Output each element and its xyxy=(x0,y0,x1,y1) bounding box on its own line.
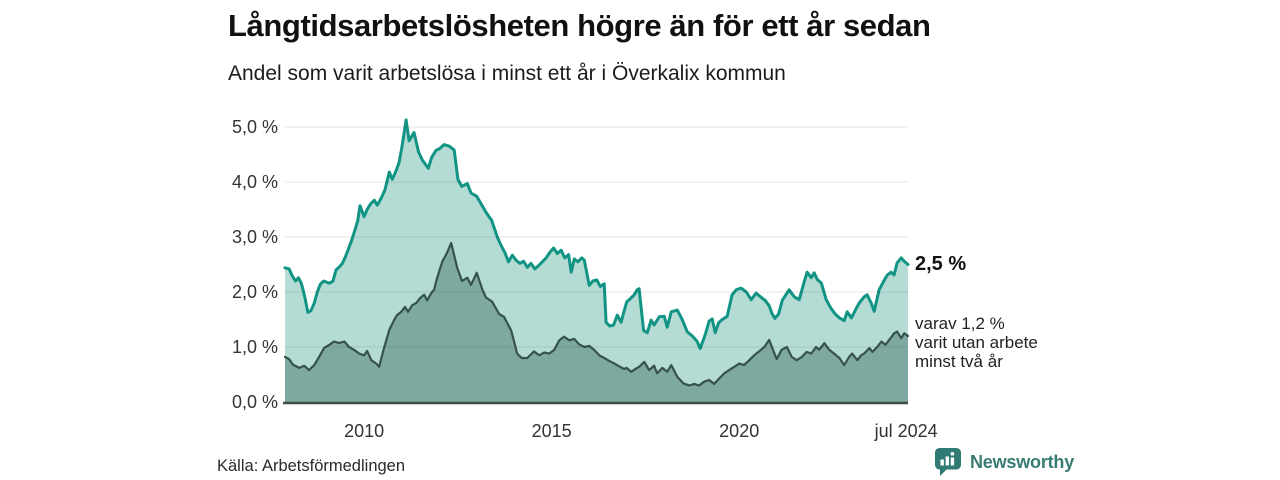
y-tick-label: 3,0 % xyxy=(231,227,278,247)
chart-subtitle: Andel som varit arbetslösa i minst ett å… xyxy=(228,62,786,85)
line-one-year xyxy=(283,118,910,351)
x-tick-label: 2015 xyxy=(531,421,572,441)
x-tick-label: 2020 xyxy=(719,421,760,441)
logo-bar-tall xyxy=(950,457,955,466)
x-tick-label: 2010 xyxy=(344,421,385,441)
area-two-years xyxy=(285,243,908,402)
x-tick-label: jul 2024 xyxy=(874,421,938,441)
y-tick-label: 2,0 % xyxy=(231,282,278,302)
source-attribution: Källa: Arbetsförmedlingen xyxy=(217,457,406,475)
two-year-annotation: varav 1,2 % varit utan arbete minst två … xyxy=(915,314,1038,371)
logo-dot xyxy=(950,452,955,456)
y-tick-label: 0,0 % xyxy=(231,392,278,412)
newsworthy-logo-icon xyxy=(935,448,961,476)
y-tick-label: 5,0 % xyxy=(231,117,278,137)
newsworthy-brand: Newsworthy xyxy=(934,448,1074,477)
y-tick-label: 4,0 % xyxy=(231,172,278,192)
line-two-years xyxy=(283,241,910,387)
y-tick-label: 1,0 % xyxy=(231,337,278,357)
logo-bar-mid xyxy=(945,456,949,466)
brand-name: Newsworthy xyxy=(970,452,1075,472)
chart-title: Långtidsarbetslösheten högre än för ett … xyxy=(228,8,931,43)
latest-value-annotation: 2,5 % xyxy=(915,253,967,275)
logo-bar-short xyxy=(940,459,944,466)
